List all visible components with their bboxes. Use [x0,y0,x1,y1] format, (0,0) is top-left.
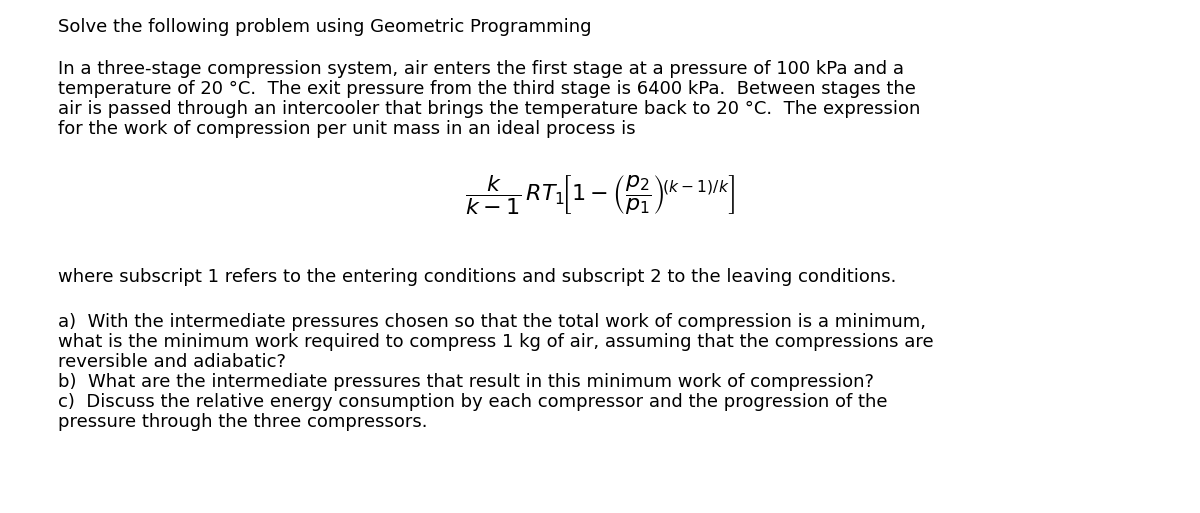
Text: what is the minimum work required to compress 1 kg of air, assuming that the com: what is the minimum work required to com… [58,333,934,351]
Text: for the work of compression per unit mass in an ideal process is: for the work of compression per unit mas… [58,120,635,138]
Text: pressure through the three compressors.: pressure through the three compressors. [58,413,427,431]
Text: air is passed through an intercooler that brings the temperature back to 20 °C. : air is passed through an intercooler tha… [58,100,920,118]
Text: temperature of 20 °C.  The exit pressure from the third stage is 6400 kPa.  Betw: temperature of 20 °C. The exit pressure … [58,80,916,98]
Text: c)  Discuss the relative energy consumption by each compressor and the progressi: c) Discuss the relative energy consumpti… [58,393,887,411]
Text: b)  What are the intermediate pressures that result in this minimum work of comp: b) What are the intermediate pressures t… [58,373,874,391]
Text: In a three-stage compression system, air enters the first stage at a pressure of: In a three-stage compression system, air… [58,60,904,78]
Text: a)  With the intermediate pressures chosen so that the total work of compression: a) With the intermediate pressures chose… [58,313,925,331]
Text: $\dfrac{k}{k-1}\,RT_1\!\left[1-\left(\dfrac{p_2}{p_1}\right)^{\!(k-1)/k}\right]$: $\dfrac{k}{k-1}\,RT_1\!\left[1-\left(\df… [464,173,736,216]
Text: reversible and adiabatic?: reversible and adiabatic? [58,353,286,371]
Text: where subscript 1 refers to the entering conditions and subscript 2 to the leavi: where subscript 1 refers to the entering… [58,268,896,286]
Text: Solve the following problem using Geometric Programming: Solve the following problem using Geomet… [58,18,592,36]
